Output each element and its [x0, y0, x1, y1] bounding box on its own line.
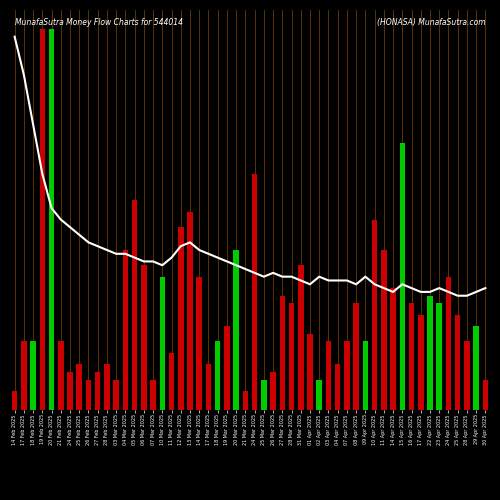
Bar: [390, 288, 396, 410]
Bar: [160, 276, 165, 410]
Bar: [242, 391, 248, 410]
Bar: [307, 334, 313, 410]
Bar: [289, 304, 294, 410]
Bar: [150, 380, 156, 410]
Bar: [206, 364, 211, 410]
Bar: [270, 372, 276, 410]
Bar: [122, 250, 128, 410]
Bar: [252, 174, 258, 410]
Bar: [436, 304, 442, 410]
Bar: [86, 380, 91, 410]
Bar: [316, 380, 322, 410]
Bar: [58, 342, 64, 410]
Bar: [141, 265, 146, 410]
Text: (HONASA) MunafaSutra.com: (HONASA) MunafaSutra.com: [376, 18, 485, 27]
Bar: [474, 326, 479, 410]
Bar: [280, 296, 285, 410]
Bar: [104, 364, 110, 410]
Bar: [372, 220, 378, 410]
Bar: [381, 250, 386, 410]
Bar: [298, 265, 304, 410]
Bar: [224, 326, 230, 410]
Bar: [30, 342, 36, 410]
Bar: [132, 200, 138, 410]
Bar: [464, 342, 469, 410]
Bar: [482, 380, 488, 410]
Text: MunafaSutra Money Flow Charts for 544014: MunafaSutra Money Flow Charts for 544014: [15, 18, 183, 27]
Bar: [67, 372, 73, 410]
Bar: [196, 276, 202, 410]
Bar: [187, 212, 193, 410]
Bar: [427, 296, 433, 410]
Bar: [95, 372, 100, 410]
Bar: [114, 380, 119, 410]
Bar: [455, 315, 460, 410]
Bar: [326, 342, 331, 410]
Bar: [409, 304, 414, 410]
Bar: [12, 391, 18, 410]
Bar: [234, 250, 239, 410]
Bar: [400, 144, 405, 410]
Bar: [335, 364, 340, 410]
Bar: [76, 364, 82, 410]
Bar: [169, 353, 174, 410]
Bar: [178, 227, 184, 410]
Bar: [446, 276, 451, 410]
Bar: [354, 304, 359, 410]
Bar: [40, 29, 45, 410]
Bar: [344, 342, 350, 410]
Bar: [418, 315, 424, 410]
Bar: [49, 29, 54, 410]
Bar: [362, 342, 368, 410]
Bar: [215, 342, 220, 410]
Bar: [21, 342, 26, 410]
Bar: [261, 380, 266, 410]
